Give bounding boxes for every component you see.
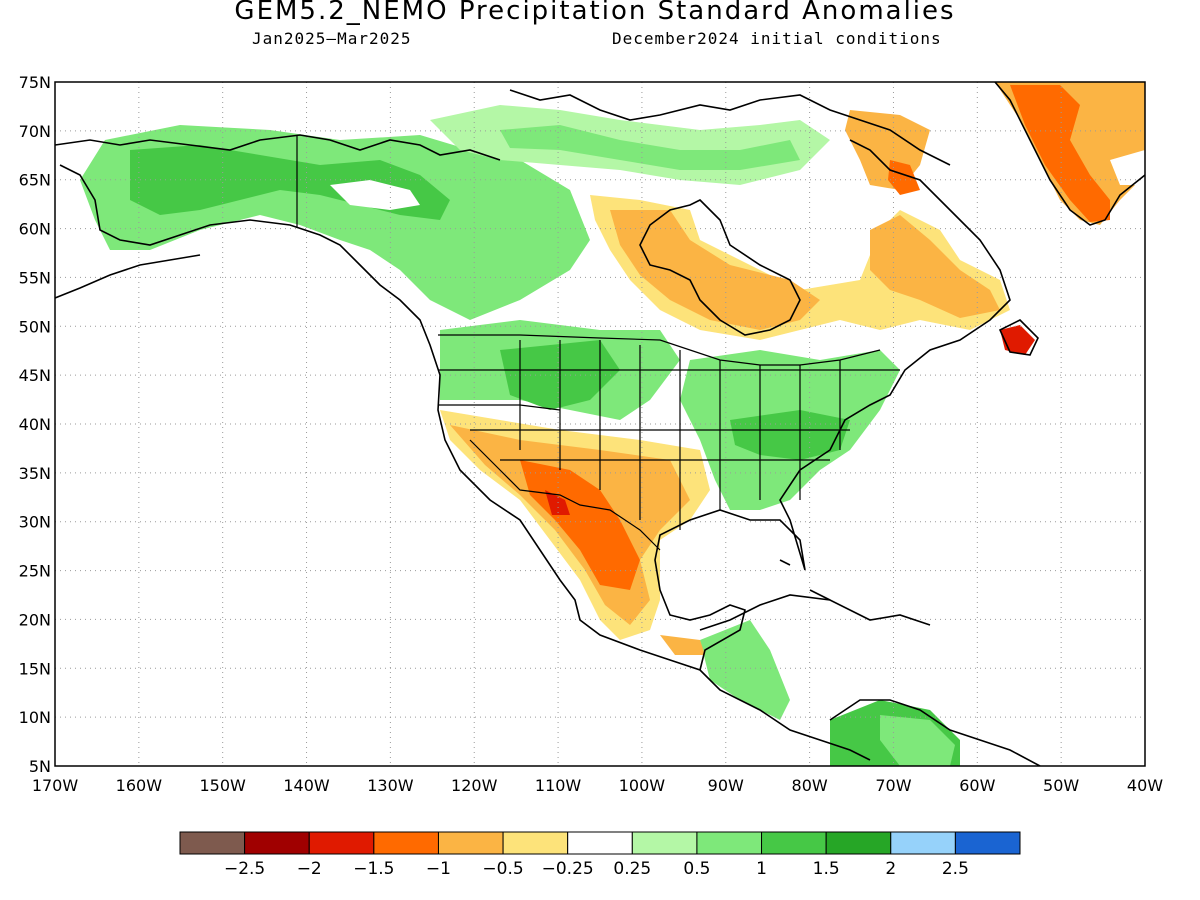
lat-label: 45N (19, 366, 51, 385)
lon-label: 100W (619, 776, 666, 795)
lat-label: 50N (19, 317, 51, 336)
lat-label: 70N (19, 122, 51, 141)
colorbar-swatch (502, 831, 569, 855)
initial-conditions: December2024 initial conditions (612, 29, 942, 48)
colorbar-tick-label: −2 (297, 859, 322, 879)
colorbar-tick-label: 2.5 (942, 859, 969, 879)
anomaly-mexico-dry-patch (545, 490, 570, 515)
colorbar-tick-label: −1.5 (353, 859, 394, 879)
lat-label: 30N (19, 513, 51, 532)
map-title: GEM5.2_NEMO Precipitation Standard Anoma… (234, 0, 956, 26)
colorbar-swatch (696, 831, 763, 855)
lat-label: 10N (19, 708, 51, 727)
colorbar-swatch (179, 831, 246, 855)
colorbar-swatch (631, 831, 698, 855)
lat-label: 75N (19, 73, 51, 92)
colorbar-legend (179, 831, 1021, 855)
lon-label: 120W (451, 776, 498, 795)
colorbar-tick-label: −0.5 (482, 859, 523, 879)
colorbar-tick-label: 2 (885, 859, 896, 879)
anomaly-central-america-wet (700, 620, 790, 720)
colorbar-tick-label: −2.5 (224, 859, 265, 879)
lon-label: 140W (283, 776, 330, 795)
colorbar-tick-label: 0.5 (683, 859, 710, 879)
anomaly-greenland-dry-strong (1010, 85, 1110, 222)
colorbar-swatch (890, 831, 956, 855)
anomaly-labrador-dry (870, 215, 1000, 318)
lat-label: 55N (19, 268, 51, 287)
anomaly-arctic-wet-2 (500, 125, 800, 170)
anomaly-south-america-wet-2 (880, 715, 955, 766)
latitude-labels: 75N 70N 65N 60N 55N 50N 45N 40N 35N 30N 25N 20N 15N 1… (19, 73, 51, 776)
lat-label: 20N (19, 610, 51, 629)
lat-label: 35N (19, 464, 51, 483)
lat-label: 40N (19, 415, 51, 434)
longitude-labels: 170W 160W 150W 140W 130W 120W 110W 100W 90W 80W 70… (32, 776, 1163, 795)
colorbar-swatch (761, 831, 827, 855)
colorbar-tick-label: −0.25 (542, 859, 594, 879)
colorbar-swatch (567, 831, 633, 855)
colorbar-tick-label: 0.25 (613, 859, 651, 879)
map-frame (54, 81, 1146, 767)
colorbar-tick-label: 1 (756, 859, 767, 879)
colorbar-tick-label: 1.5 (813, 859, 840, 879)
lon-label: 150W (200, 776, 247, 795)
colorbar-swatch (308, 831, 375, 855)
political-borders (296, 135, 900, 551)
lon-label: 80W (792, 776, 828, 795)
lon-label: 170W (32, 776, 79, 795)
colorbar-swatch (437, 831, 504, 855)
lon-label: 160W (116, 776, 163, 795)
colorbar-tick-labels: −2.5 −2 −1.5 −1 −0.5 −0.25 0.25 0.5 1 1.5 2 2.5 (224, 859, 969, 879)
colorbar-swatch (244, 831, 310, 855)
forecast-period: Jan2025–Mar2025 (252, 29, 412, 48)
colorbar-swatch (825, 831, 892, 855)
lon-label: 130W (367, 776, 414, 795)
lon-label: 70W (875, 776, 911, 795)
lon-label: 40W (1127, 776, 1163, 795)
colorbar-tick-label: −1 (426, 859, 451, 879)
lon-label: 90W (708, 776, 744, 795)
lat-label: 15N (19, 659, 51, 678)
colorbar-swatch (373, 831, 439, 855)
lat-label: 5N (29, 757, 51, 776)
anomaly-quebec-dry-strong (610, 210, 820, 330)
anomaly-central-america-dry (660, 635, 705, 655)
anomaly-baffin-dry (845, 110, 930, 190)
lon-label: 110W (535, 776, 582, 795)
anomaly-canada-white (330, 180, 420, 210)
lat-label: 60N (19, 220, 51, 239)
coastlines (55, 82, 1145, 766)
anomaly-baffin-dry-strong (888, 160, 920, 195)
lon-label: 60W (959, 776, 995, 795)
anomaly-greenland-wet (1110, 150, 1145, 185)
lat-label: 25N (19, 562, 51, 581)
lat-label: 65N (19, 171, 51, 190)
colorbar-swatch (954, 831, 1021, 855)
lon-label: 50W (1043, 776, 1079, 795)
